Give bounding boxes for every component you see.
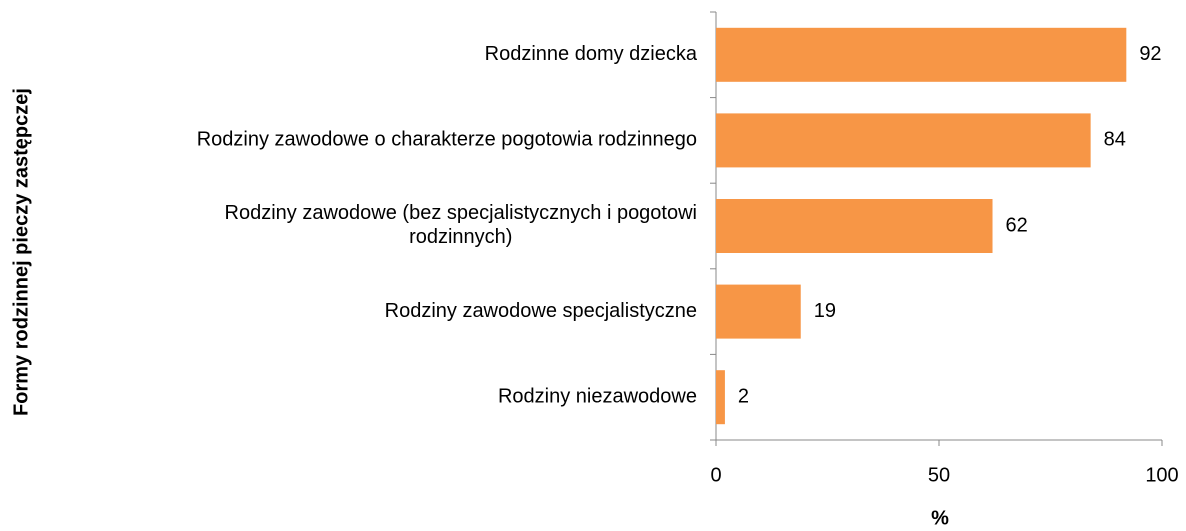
value-label: 92 <box>1139 43 1161 65</box>
x-tick-label: 50 <box>928 464 950 486</box>
y-tick-label: Rodziny zawodowe (bez specjalistycznych … <box>225 202 697 248</box>
bar <box>716 113 1091 168</box>
y-tick-label: Rodzinne domy dziecka <box>485 43 698 65</box>
bar <box>716 199 993 253</box>
x-tick-label: 100 <box>1145 464 1178 486</box>
y-tick-label: Rodziny zawodowe specjalistyczne <box>385 300 697 322</box>
bar <box>716 370 725 425</box>
value-label: 2 <box>738 385 749 407</box>
y-axis-label: Formy rodzinnej pieczy zastępczej <box>10 88 32 416</box>
bar <box>716 27 1127 82</box>
y-tick-label: Rodziny zawodowe o charakterze pogotowia… <box>197 129 697 151</box>
y-tick-label: Rodziny niezawodowe <box>498 385 697 407</box>
value-label: 84 <box>1104 129 1126 151</box>
value-label: 19 <box>814 300 836 322</box>
x-axis-label: % <box>931 507 949 529</box>
bar <box>716 284 801 339</box>
value-label: 62 <box>1006 214 1028 236</box>
x-tick-label: 0 <box>710 464 721 486</box>
